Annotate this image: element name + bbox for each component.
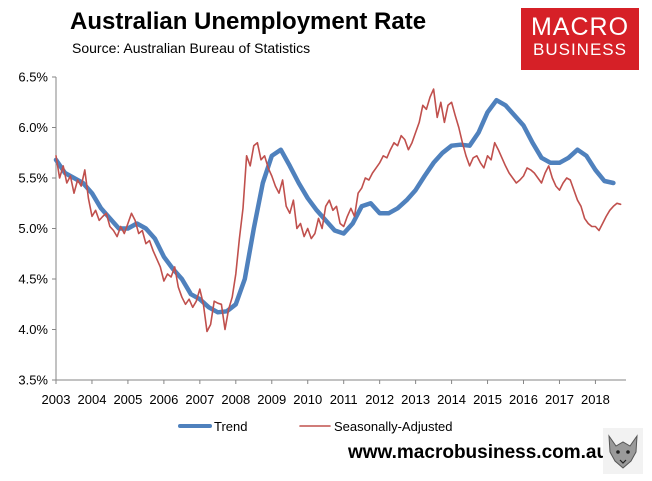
y-tick-label: 3.5% [18, 373, 48, 388]
x-tick-label: 2014 [437, 392, 466, 407]
x-tick-label: 2009 [257, 392, 286, 407]
x-tick-label: 2003 [42, 392, 71, 407]
y-tick-label: 5.5% [18, 171, 48, 186]
x-tick-label: 2016 [509, 392, 538, 407]
x-tick-label: 2006 [149, 392, 178, 407]
footer-url[interactable]: www.macrobusiness.com.au [348, 442, 609, 463]
series-line-trend [53, 97, 616, 315]
y-tick-label: 4.0% [18, 322, 48, 337]
macro-business-logo: MACRO BUSINESS [521, 8, 639, 70]
x-tick-label: 2005 [113, 392, 142, 407]
y-tick-label: 4.5% [18, 272, 48, 287]
chart-title: Australian Unemployment Rate [70, 8, 427, 35]
logo-line-2: BUSINESS [533, 40, 627, 59]
x-tick-label: 2010 [293, 392, 322, 407]
x-tick-label: 2004 [78, 392, 107, 407]
logo-line-1: MACRO [530, 13, 630, 41]
x-tick-label: 2017 [545, 392, 574, 407]
legend-label-trend: Trend [214, 419, 247, 434]
y-tick-label: 6.5% [18, 70, 48, 85]
wolf-icon [603, 428, 643, 474]
x-tick-label: 2012 [365, 392, 394, 407]
x-tick-label: 2008 [221, 392, 250, 407]
x-tick-label: 2015 [473, 392, 502, 407]
legend-label-seasonally-adjusted: Seasonally-Adjusted [334, 419, 453, 434]
x-tick-label: 2013 [401, 392, 430, 407]
x-tick-label: 2018 [581, 392, 610, 407]
y-tick-label: 5.0% [18, 221, 48, 236]
chart-subtitle: Source: Australian Bureau of Statistics [72, 40, 311, 56]
x-tick-label: 2007 [185, 392, 214, 407]
series-line-seasonally-adjusted [55, 88, 622, 333]
y-tick-label: 6.0% [18, 120, 48, 135]
x-tick-label: 2011 [330, 392, 358, 407]
